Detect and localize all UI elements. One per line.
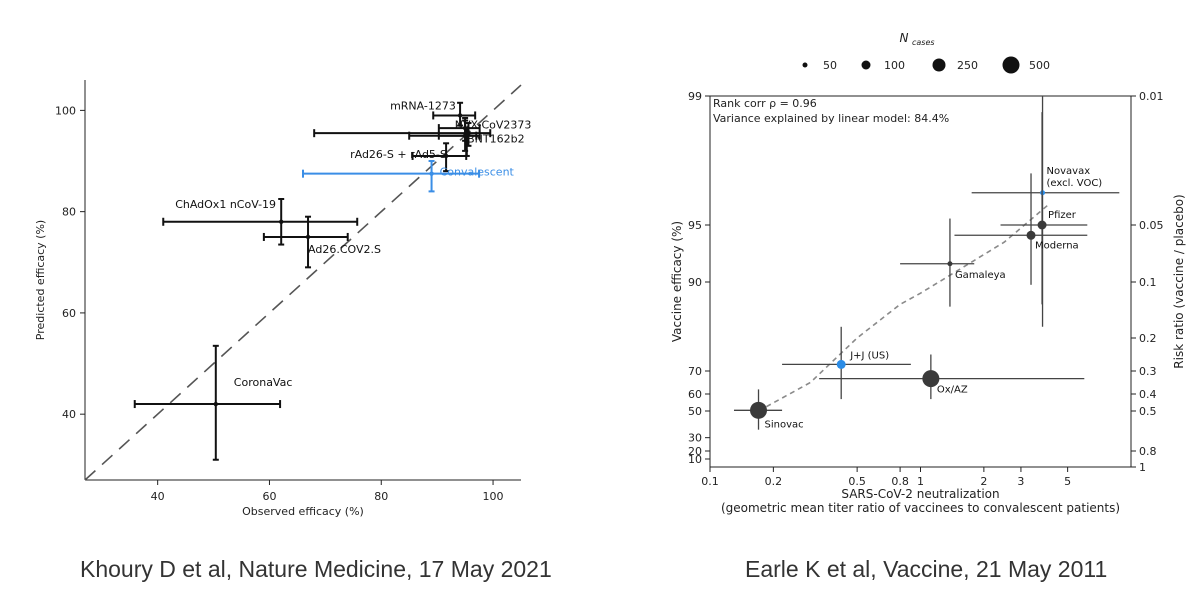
x-tick-label: 1 bbox=[917, 475, 924, 488]
x-tick-label: 100 bbox=[483, 490, 504, 503]
x-axis-label: Observed efficacy (%) bbox=[242, 505, 364, 518]
identity-diagonal-line bbox=[84, 84, 522, 481]
y-tick-label: 40 bbox=[62, 408, 76, 421]
y-tick-label-right: 1 bbox=[1139, 461, 1146, 474]
point-label: Novavax (excl. VOC) bbox=[1047, 166, 1103, 189]
y-tick-label-left: 30 bbox=[688, 432, 702, 445]
data-point bbox=[457, 113, 463, 118]
y-tick-label-right: 0.8 bbox=[1139, 445, 1157, 458]
data-point bbox=[213, 401, 218, 407]
data-point bbox=[429, 171, 434, 176]
x-tick-label: 0.2 bbox=[765, 475, 783, 488]
y-tick-label-right: 0.1 bbox=[1139, 276, 1157, 289]
point-label: J+J (US) bbox=[849, 350, 889, 361]
point-label: BNT162b2 bbox=[467, 133, 524, 146]
point-label: rAd26-S + rAd5-S bbox=[350, 148, 447, 161]
y-tick-label-right: 0.4 bbox=[1139, 388, 1157, 401]
data-point bbox=[750, 401, 768, 419]
point-label-line: (excl. VOC) bbox=[1047, 178, 1103, 189]
y-tick-label-left: 60 bbox=[688, 388, 702, 401]
y-tick-label: 60 bbox=[62, 307, 76, 320]
point-label-line: Sinovac bbox=[765, 419, 804, 430]
left-caption: Khoury D et al, Nature Medicine, 17 May … bbox=[80, 556, 552, 582]
x-tick-label: 0.5 bbox=[848, 475, 866, 488]
y-tick-label-right: 0.01 bbox=[1139, 90, 1164, 103]
point-label-line: Pfizer bbox=[1048, 210, 1077, 221]
x-tick-label: 80 bbox=[374, 490, 388, 503]
legend-title-subscript: cases bbox=[912, 38, 935, 47]
x-tick-label: 40 bbox=[151, 490, 165, 503]
legend-marker bbox=[1002, 56, 1020, 74]
legend-label: 250 bbox=[957, 59, 978, 72]
y-tick-label-left: 50 bbox=[688, 405, 702, 418]
y-tick-label-left: 90 bbox=[688, 276, 702, 289]
y-tick-label: 80 bbox=[62, 206, 76, 219]
point-label: Sinovac bbox=[765, 419, 804, 430]
legend-title: N bbox=[900, 31, 909, 45]
y-tick-label-right: 0.5 bbox=[1139, 405, 1157, 418]
data-point bbox=[922, 370, 940, 388]
data-point bbox=[836, 359, 846, 369]
y-tick-label-left: 95 bbox=[688, 219, 702, 232]
x-tick-label: 2 bbox=[980, 475, 987, 488]
point-label: ChAdOx1 nCoV-19 bbox=[175, 198, 276, 211]
stats-annotation: Rank corr ρ = 0.96 bbox=[713, 97, 817, 110]
y-tick-label-left: 99 bbox=[688, 90, 702, 103]
stats-annotation: Variance explained by linear model: 84.4… bbox=[713, 112, 949, 125]
point-label-line: Gamaleya bbox=[955, 270, 1006, 281]
fit-trend-line bbox=[758, 205, 1048, 412]
point-label: Convalescent bbox=[440, 166, 515, 179]
point-label: Pfizer bbox=[1048, 210, 1077, 221]
x-axis-label: SARS-CoV-2 neutralization bbox=[841, 487, 999, 501]
point-label-line: Ox/AZ bbox=[937, 385, 968, 396]
left-chart-panel: 40 60 80 100 40 60 80 100 Observed efficacy (%) P… bbox=[34, 80, 532, 518]
y-tick-label-left: 70 bbox=[688, 365, 702, 378]
point-label: Ad26.COV2.S bbox=[308, 243, 381, 256]
y-tick-label-left: 20 bbox=[688, 445, 702, 458]
point-label: NVX-CoV2373 bbox=[455, 119, 532, 132]
y-axis-label-right: Risk ratio (vaccine / placebo) bbox=[1172, 194, 1186, 368]
y-tick-label-right: 0.2 bbox=[1139, 332, 1157, 345]
legend-marker bbox=[802, 62, 808, 68]
x-tick-label: 0.8 bbox=[891, 475, 909, 488]
data-point bbox=[1037, 220, 1047, 230]
data-point bbox=[305, 234, 311, 240]
y-tick-label-left: 10 bbox=[688, 453, 702, 466]
y-tick-label-right: 0.05 bbox=[1139, 219, 1164, 232]
point-label: Gamaleya bbox=[955, 270, 1006, 281]
x-tick-label: 3 bbox=[1017, 475, 1024, 488]
data-point bbox=[462, 133, 468, 138]
data-point bbox=[279, 219, 284, 224]
legend-marker bbox=[861, 60, 871, 70]
y-axis-label: Predicted efficacy (%) bbox=[34, 220, 47, 340]
point-label: Moderna bbox=[1035, 240, 1079, 251]
point-label: mRNA-1273 bbox=[390, 99, 456, 112]
plot-frame bbox=[709, 95, 1132, 468]
x-tick-label: 5 bbox=[1064, 475, 1071, 488]
data-point bbox=[947, 261, 953, 267]
legend-label: 100 bbox=[884, 59, 905, 72]
data-point bbox=[443, 153, 449, 159]
point-label-line: Novavax bbox=[1047, 166, 1091, 177]
y-axis-label-left: Vaccine efficacy (%) bbox=[670, 221, 684, 342]
point-label-line: Moderna bbox=[1035, 240, 1079, 251]
point-label: CoronaVac bbox=[234, 376, 293, 389]
x-tick-label: 60 bbox=[262, 490, 276, 503]
legend-marker bbox=[932, 58, 946, 72]
legend-label: 500 bbox=[1029, 59, 1050, 72]
x-tick-label: 0.1 bbox=[701, 475, 719, 488]
y-tick-label: 100 bbox=[55, 104, 76, 117]
point-label: Ox/AZ bbox=[937, 385, 968, 396]
left-chart: 40 60 80 100 40 60 80 100 Observed efficacy (%) P… bbox=[34, 80, 532, 518]
x-axis-label-sub: (geometric mean titer ratio of vaccinees… bbox=[721, 501, 1120, 515]
point-label-line: J+J (US) bbox=[849, 350, 889, 361]
legend-label: 50 bbox=[823, 59, 837, 72]
data-point bbox=[1026, 230, 1036, 240]
y-tick-label-right: 0.3 bbox=[1139, 365, 1157, 378]
right-caption: Earle K et al, Vaccine, 21 May 2011 bbox=[745, 556, 1108, 582]
